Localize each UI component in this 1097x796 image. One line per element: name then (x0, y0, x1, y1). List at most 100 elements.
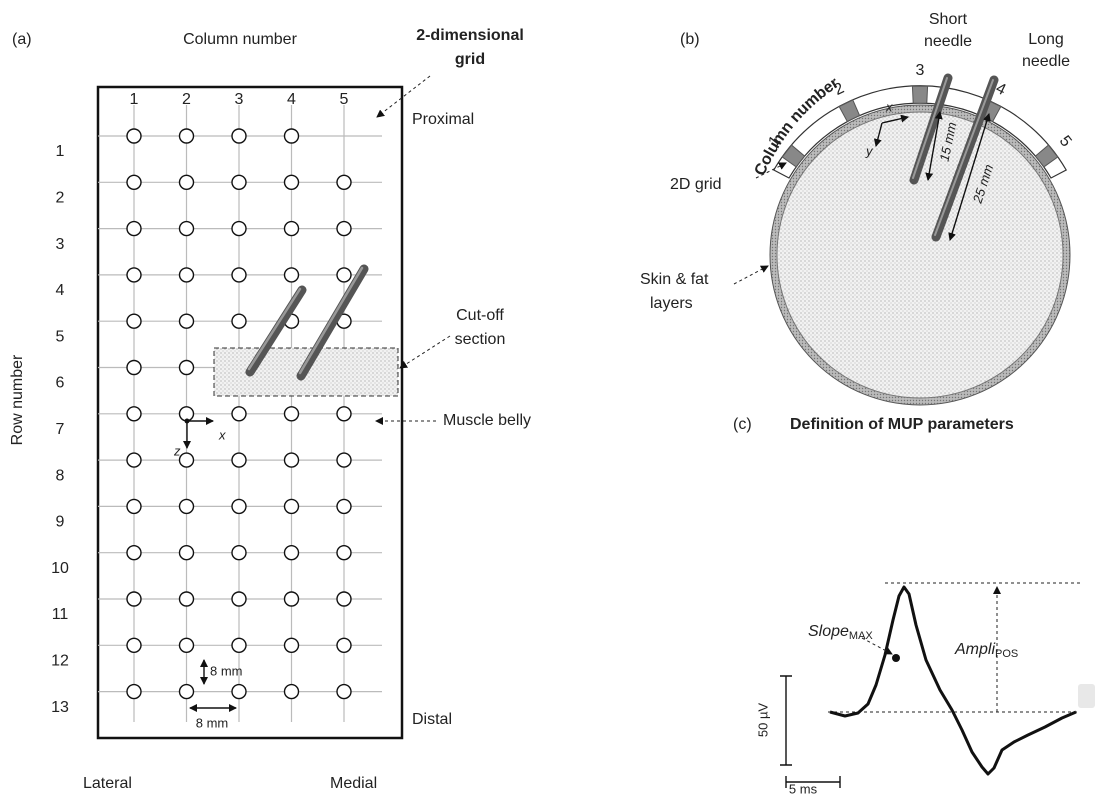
scale-label: 50 µV (755, 703, 770, 738)
column-label: 3 (916, 62, 925, 79)
proximal-label: Proximal (412, 111, 474, 128)
electrode (178, 220, 195, 237)
panel-c: (c) Definition of MUP parameters SlopeMA… (733, 416, 1095, 796)
row-label: 13 (51, 699, 69, 716)
axis-x: x (885, 99, 893, 114)
electrode (283, 498, 300, 515)
axis-y: y (865, 143, 874, 158)
grid-frame (96, 85, 404, 740)
column-label: 2 (182, 91, 191, 108)
marker (1078, 684, 1095, 708)
row-label: 3 (56, 236, 65, 253)
electrode (178, 683, 195, 700)
slope-subscript: MAX (849, 630, 874, 642)
row-label: 1 (56, 143, 65, 160)
electrode (283, 267, 300, 283)
row-label: 8 (56, 467, 65, 484)
electrode (126, 637, 142, 653)
slope-text: Slope (808, 623, 849, 640)
electrode (126, 683, 142, 700)
grid-label: grid (455, 51, 485, 68)
band-electrode (781, 144, 806, 168)
row-label: 12 (51, 653, 69, 670)
column-label: 4 (287, 91, 296, 108)
cutoff-label: section (455, 331, 506, 348)
row-label: 10 (51, 560, 69, 577)
electrode (231, 267, 247, 283)
electrode (231, 683, 247, 700)
row-label: 2 (56, 190, 65, 207)
electrode (336, 220, 352, 237)
electrode (178, 637, 195, 653)
electrode (126, 267, 142, 283)
electrode (126, 498, 142, 515)
band-electrode (911, 85, 929, 104)
scale-bar-horizontal (785, 776, 841, 788)
band-electrode (838, 99, 861, 123)
electrode (178, 545, 195, 561)
electrode (283, 406, 300, 422)
column-label: 3 (235, 91, 244, 108)
column-axis-title: Column number (183, 31, 298, 48)
muscle (776, 111, 1064, 399)
row-label: 7 (56, 421, 65, 438)
electrode (231, 220, 247, 237)
electrode (231, 406, 247, 422)
electrode (231, 174, 247, 191)
column-label: 1 (130, 91, 139, 108)
panel-label: (a) (12, 31, 32, 48)
long-needle-label: Long (1028, 31, 1064, 48)
electrode (283, 683, 300, 700)
row-label: 11 (52, 606, 69, 623)
medial-label: Medial (330, 775, 377, 792)
electrode (231, 452, 247, 468)
electrode (178, 591, 195, 607)
pointer (733, 265, 769, 285)
electrode (336, 174, 352, 191)
electrode (126, 359, 142, 376)
electrode (336, 545, 352, 561)
electrode (283, 545, 300, 561)
column-label: 5 (340, 91, 349, 108)
panel-label: (b) (680, 31, 700, 48)
ampli-subscript: POS (995, 648, 1018, 660)
depth-arrow (948, 113, 991, 241)
spacing-label: 8 mm (196, 715, 229, 730)
electrode (231, 128, 247, 144)
electrode (283, 174, 300, 191)
electrode (231, 313, 247, 329)
row-label: 6 (56, 375, 65, 392)
electrode (126, 452, 142, 468)
band-electrode (1034, 144, 1059, 168)
electrode (178, 128, 195, 144)
row-label: 5 (56, 328, 65, 345)
electrode (336, 498, 352, 515)
electrode (336, 637, 352, 653)
electrode (126, 545, 142, 561)
grid-label: 2-dimensional (416, 27, 524, 44)
electrode (283, 220, 300, 237)
short-needle-label: Short (929, 11, 968, 28)
slope-point (892, 654, 900, 662)
spacing-label: 8 mm (210, 663, 243, 678)
electrode (126, 128, 142, 144)
panel-label: (c) (733, 416, 752, 433)
electrode (178, 359, 195, 376)
cutoff-label: Cut-off (456, 307, 504, 324)
pointer (376, 75, 431, 118)
x-axis-arrow (881, 114, 909, 124)
electrode (283, 637, 300, 653)
waveform (829, 585, 1077, 776)
electrode (178, 313, 195, 329)
electrode (178, 174, 195, 191)
column-label: 5 (1056, 133, 1075, 151)
electrode (336, 406, 352, 422)
electrode (231, 498, 247, 515)
depth-arrow (925, 111, 943, 181)
scale-bar-vertical (780, 675, 792, 766)
skin-label: Skin & fat (640, 271, 709, 288)
panel-a: (a) Column number Row number 1 2 3 4 5123456… (9, 27, 531, 792)
